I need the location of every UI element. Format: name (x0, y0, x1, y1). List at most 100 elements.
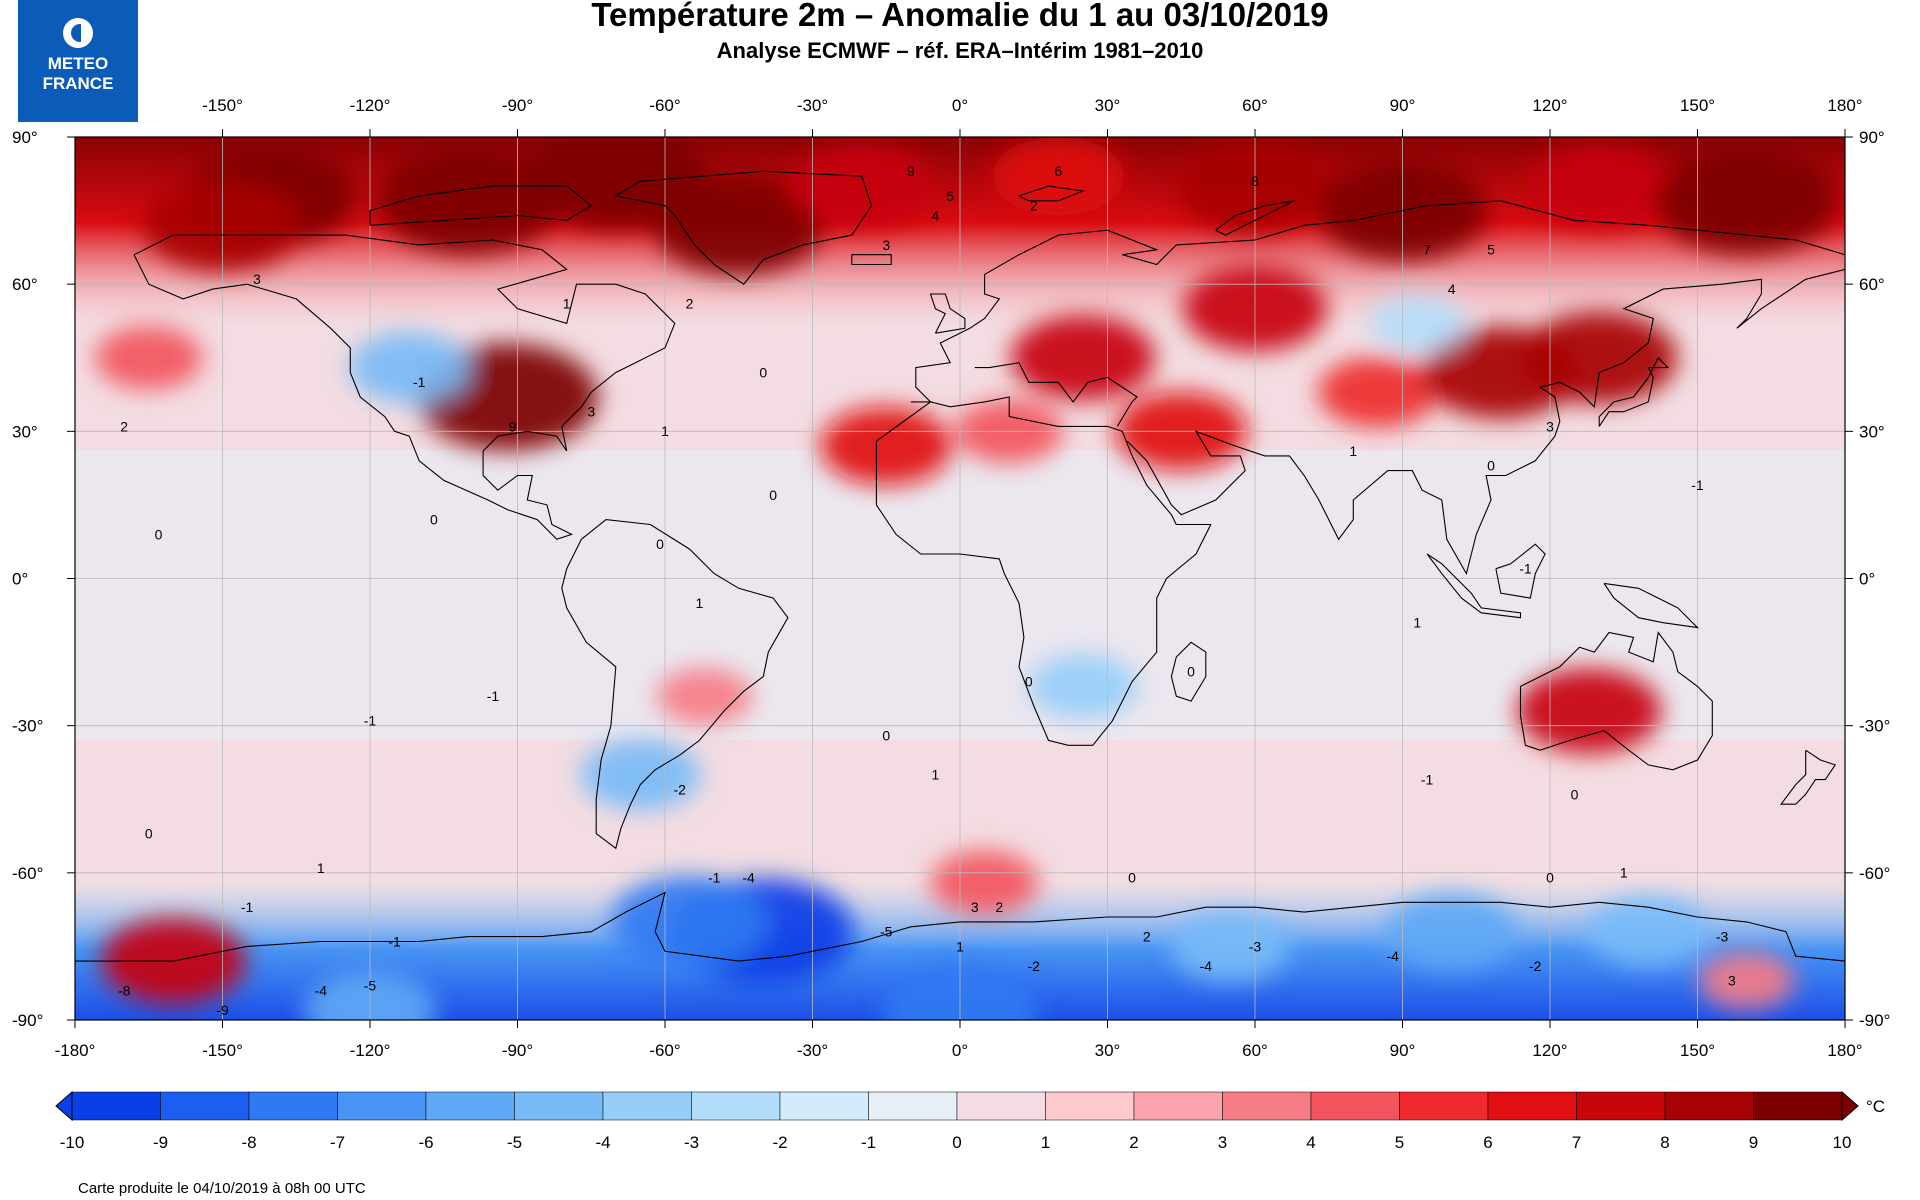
anomaly-blob (1526, 143, 1672, 229)
anomaly-blob (1028, 654, 1137, 719)
anomaly-blob (820, 406, 953, 486)
logo-line2: FRANCE (42, 74, 114, 93)
contour-label: -4 (315, 982, 328, 998)
colorbar-segment (602, 1091, 692, 1121)
colorbar-segment (956, 1091, 1046, 1121)
bottom-longitude-label: -90° (502, 1041, 533, 1060)
colorbar-tick-label: 5 (1395, 1133, 1404, 1152)
colorbar-segment (71, 1091, 161, 1121)
map-title: Température 2m – Anomalie du 1 au 03/10/… (591, 0, 1329, 33)
contour-label: 0 (1128, 870, 1136, 886)
contour-label: 1 (956, 938, 964, 954)
contour-label: 4 (932, 207, 940, 223)
contour-label: 0 (1571, 786, 1579, 802)
colorbar-tick-label: 4 (1306, 1133, 1315, 1152)
left-latitude-label: -30° (12, 717, 43, 736)
top-longitude-label: -30° (797, 96, 828, 115)
colorbar-tick-label: 2 (1129, 1133, 1138, 1152)
colorbar-tick-label: -4 (595, 1133, 610, 1152)
colorbar-tick-label: -6 (418, 1133, 433, 1152)
anomaly-blob (94, 325, 203, 390)
contour-label: 0 (1546, 870, 1554, 886)
contour-label: -1 (1421, 772, 1434, 788)
colorbar-tick-label: 6 (1483, 1133, 1492, 1152)
colorbar-tick-label: 1 (1041, 1133, 1050, 1152)
anomaly-blob (611, 875, 768, 969)
greenland-coast (614, 170, 873, 285)
colorbar-tick-label: -10 (60, 1133, 85, 1152)
contour-label: -1 (388, 933, 401, 949)
anomaly-blob (1656, 147, 1838, 255)
contour-label: -9 (216, 1002, 229, 1018)
anomaly-blob (992, 137, 1125, 216)
contour-label: 0 (145, 825, 153, 841)
contour-label: -4 (742, 870, 755, 886)
right-latitude-label: 90° (1859, 128, 1885, 147)
colorbar-tick-label: 10 (1833, 1133, 1852, 1152)
contour-label: 1 (1620, 865, 1628, 881)
colorbar-max-arrow (1841, 1090, 1859, 1122)
south-america-coast (561, 519, 789, 850)
contour-label: -3 (1716, 929, 1729, 945)
europe-africa-coast (875, 200, 1845, 746)
anomaly-blob (789, 143, 934, 229)
colorbar-segment (425, 1091, 515, 1121)
anomaly-blob (1317, 356, 1438, 428)
contour-label: 1 (317, 860, 325, 876)
anomaly-blob (1010, 314, 1156, 401)
colorbar-segment (248, 1091, 338, 1121)
bottom-longitude-label: 30° (1095, 1041, 1121, 1060)
contour-label: -2 (1529, 958, 1542, 974)
contour-label: 1 (661, 423, 669, 439)
colorbar-tick-label: -5 (507, 1133, 522, 1152)
contour-label: 0 (430, 512, 438, 528)
bottom-longitude-label: -60° (649, 1041, 680, 1060)
top-longitude-label: 120° (1532, 96, 1567, 115)
colorbar-segment (337, 1091, 427, 1121)
colorbar-min-arrow (55, 1090, 73, 1122)
anomaly-blob (930, 850, 1039, 915)
contour-label: 3 (882, 237, 890, 253)
bottom-longitude-label: 150° (1680, 1041, 1715, 1060)
colorbar-tick-label: 8 (1660, 1133, 1669, 1152)
contour-label: 0 (1187, 664, 1195, 680)
borneo-coast (1495, 543, 1546, 599)
colorbar-tick-label: -1 (861, 1133, 876, 1152)
contour-label: -1 (241, 899, 254, 915)
colorbar-segment (1045, 1091, 1135, 1121)
colorbar-segment (868, 1091, 958, 1121)
top-longitude-label: 60° (1242, 96, 1268, 115)
uk-coast (929, 293, 966, 334)
anomaly-blob (349, 331, 470, 404)
top-longitude-label: 30° (1095, 96, 1121, 115)
colorbar-tick-label: -9 (153, 1133, 168, 1152)
contour-label: -5 (880, 924, 893, 940)
colorbar-segment (779, 1091, 869, 1121)
right-latitude-label: -30° (1859, 717, 1890, 736)
contour-label: -1 (1691, 477, 1704, 493)
anomaly-blob (1517, 668, 1662, 754)
asia-south-coast (974, 362, 1138, 427)
top-longitude-label: 90° (1390, 96, 1416, 115)
contour-label: 8 (1251, 173, 1259, 189)
colorbar-tick-label: 0 (952, 1133, 961, 1152)
contour-label: 3 (971, 899, 979, 915)
contour-label: 4 (1448, 281, 1456, 297)
meteo-france-logo: METEO FRANCE (18, 0, 138, 122)
colorbar-segment (1576, 1091, 1666, 1121)
top-longitude-label: -120° (350, 96, 391, 115)
contour-label: 3 (1546, 418, 1554, 434)
contour-label: 2 (686, 296, 694, 312)
bottom-longitude-label: 180° (1827, 1041, 1862, 1060)
colorbar-segment (514, 1091, 604, 1121)
contour-label: 5 (946, 188, 954, 204)
bottom-longitude-label: 0° (952, 1041, 968, 1060)
right-latitude-label: 0° (1859, 570, 1875, 589)
left-latitude-label: 60° (12, 275, 38, 294)
contour-label: 2 (1143, 929, 1151, 945)
meteo-france-logo-icon (63, 18, 93, 48)
contour-label: -2 (1028, 958, 1041, 974)
contour-label: 2 (1030, 198, 1038, 214)
colorbar-tick-label: -7 (330, 1133, 345, 1152)
colorbar-segment (1753, 1091, 1843, 1121)
